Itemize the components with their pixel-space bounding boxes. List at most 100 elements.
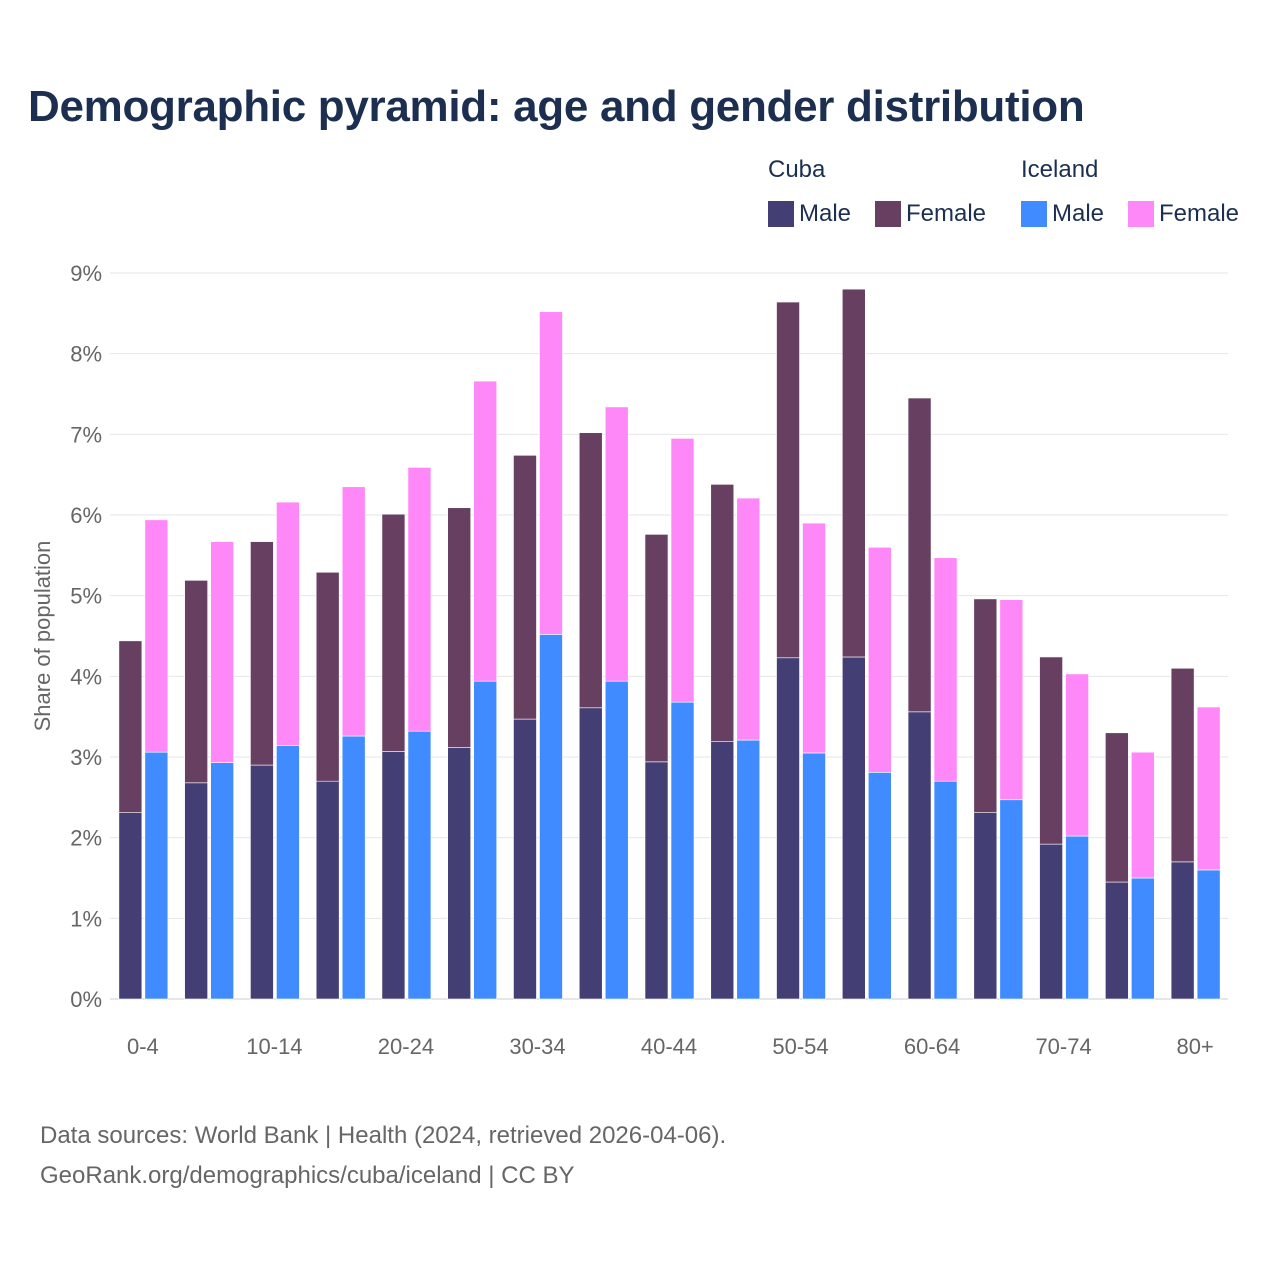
bar-cuba-male[interactable] — [447, 747, 472, 1000]
bar-iceland-female[interactable] — [802, 522, 826, 754]
source-line-1: Data sources: World Bank | Health (2024,… — [40, 1122, 727, 1149]
x-tick-label: 30-34 — [509, 1034, 565, 1059]
bar-iceland-female[interactable] — [736, 497, 761, 741]
bar-cuba-female[interactable] — [907, 397, 932, 713]
bar-cuba-male[interactable] — [1105, 881, 1129, 1000]
y-tick-label: 8% — [70, 342, 102, 367]
bar-iceland-female[interactable] — [867, 546, 892, 773]
bar-cuba-female[interactable] — [1039, 656, 1063, 845]
bar-iceland-female[interactable] — [341, 486, 366, 737]
bar-iceland-female[interactable] — [473, 380, 498, 682]
bar-iceland-female[interactable] — [999, 599, 1024, 801]
y-tick-label: 9% — [70, 261, 102, 286]
bar-iceland-male[interactable] — [1065, 835, 1089, 1000]
bar-iceland-male[interactable] — [1131, 877, 1155, 1000]
bar-iceland-male[interactable] — [144, 751, 169, 1000]
bar-cuba-male[interactable] — [578, 707, 603, 1000]
bar-cuba-female[interactable] — [776, 301, 800, 659]
bar-iceland-female[interactable] — [407, 467, 432, 732]
bar-iceland-female[interactable] — [1065, 673, 1089, 837]
bar-iceland-male[interactable] — [604, 680, 629, 1000]
bar-iceland-male[interactable] — [539, 634, 563, 1000]
x-tick-label: 40-44 — [641, 1034, 697, 1059]
bar-cuba-male[interactable] — [776, 657, 800, 1000]
bar-cuba-female[interactable] — [1105, 732, 1129, 883]
chart-title: Demographic pyramid: age and gender dist… — [28, 82, 1085, 131]
y-tick-label: 1% — [70, 906, 102, 931]
bar-iceland-male[interactable] — [210, 762, 234, 1000]
legend-label: Male — [799, 200, 852, 227]
bar-cuba-female[interactable] — [1170, 667, 1195, 863]
legend-iceland-male[interactable]: Male — [1021, 200, 1104, 228]
legend-swatch — [768, 201, 794, 227]
bar-cuba-female[interactable] — [841, 288, 866, 658]
bar-cuba-female[interactable] — [644, 534, 669, 763]
legend-swatch — [875, 201, 901, 227]
bar-iceland-male[interactable] — [276, 745, 300, 1000]
bar-iceland-female[interactable] — [933, 557, 958, 782]
source-line-2[interactable]: GeoRank.org/demographics/cuba/iceland | … — [40, 1162, 575, 1189]
bar-cuba-female[interactable] — [710, 484, 735, 742]
bar-cuba-male[interactable] — [250, 764, 274, 1000]
bar-cuba-female[interactable] — [184, 580, 208, 784]
bar-iceland-female[interactable] — [276, 501, 300, 747]
legend-swatch — [1021, 201, 1047, 227]
bar-iceland-male[interactable] — [736, 739, 761, 1000]
legend-group-iceland: Iceland — [1021, 156, 1099, 183]
bar-iceland-male[interactable] — [999, 799, 1024, 1000]
x-tick-label: 60-64 — [904, 1034, 960, 1059]
bar-cuba-male[interactable] — [907, 711, 932, 1000]
legend-label: Male — [1052, 200, 1105, 227]
bar-iceland-female[interactable] — [539, 311, 563, 635]
bar-iceland-male[interactable] — [802, 752, 826, 1000]
bar-cuba-female[interactable] — [118, 640, 143, 813]
y-tick-label: 6% — [70, 503, 102, 528]
bar-cuba-female[interactable] — [315, 571, 340, 782]
bar-cuba-male[interactable] — [710, 741, 735, 1000]
x-tick-label: 20-24 — [378, 1034, 434, 1059]
bar-iceland-male[interactable] — [341, 735, 366, 1000]
y-tick-label: 7% — [70, 422, 102, 447]
bar-cuba-female[interactable] — [973, 598, 998, 813]
x-tick-label: 10-14 — [246, 1034, 302, 1059]
bar-cuba-male[interactable] — [644, 761, 669, 1000]
plot-area: 0% 1% 2% 3% 4% 5% 6% 7% 8% 9% Share of population 0… — [30, 261, 1228, 1059]
bar-cuba-male[interactable] — [513, 718, 537, 1000]
legend-group-cuba: Cuba — [768, 156, 826, 183]
bar-cuba-male[interactable] — [841, 656, 866, 1000]
bar-iceland-female[interactable] — [670, 438, 695, 703]
legend-label: Female — [906, 200, 987, 227]
y-tick-label: 0% — [70, 987, 102, 1012]
bar-iceland-male[interactable] — [473, 680, 498, 1000]
bar-iceland-female[interactable] — [1131, 751, 1155, 879]
bar-cuba-female[interactable] — [578, 432, 603, 709]
y-tick-label: 4% — [70, 664, 102, 689]
bar-cuba-male[interactable] — [1170, 861, 1195, 1000]
bar-iceland-female[interactable] — [144, 519, 169, 753]
bar-iceland-female[interactable] — [1196, 706, 1221, 871]
source-note: Data sources: World Bank | Health (2024,… — [40, 1116, 726, 1196]
bar-iceland-female[interactable] — [210, 541, 234, 763]
legend-cuba-female[interactable]: Female — [875, 200, 986, 228]
bar-cuba-male[interactable] — [973, 812, 998, 1000]
bar-cuba-male[interactable] — [315, 780, 340, 1000]
x-tick-label: 50-54 — [772, 1034, 828, 1059]
bar-cuba-male[interactable] — [1039, 843, 1063, 1000]
x-tick-label: 70-74 — [1035, 1034, 1091, 1059]
bar-iceland-male[interactable] — [933, 780, 958, 1000]
bar-cuba-female[interactable] — [447, 507, 472, 748]
bar-iceland-male[interactable] — [1196, 869, 1221, 1000]
bar-cuba-female[interactable] — [513, 455, 537, 720]
y-tick-label: 5% — [70, 584, 102, 609]
bar-cuba-female[interactable] — [381, 513, 406, 752]
bar-iceland-male[interactable] — [407, 730, 432, 1000]
bar-cuba-female[interactable] — [250, 541, 274, 766]
bar-cuba-male[interactable] — [381, 751, 406, 1000]
bar-iceland-male[interactable] — [670, 701, 695, 1000]
bar-iceland-female[interactable] — [604, 406, 629, 682]
bar-cuba-male[interactable] — [184, 782, 208, 1000]
bar-iceland-male[interactable] — [867, 772, 892, 1000]
legend-iceland-female[interactable]: Female — [1128, 200, 1239, 228]
legend-cuba-male[interactable]: Male — [768, 200, 851, 228]
bar-cuba-male[interactable] — [118, 812, 143, 1000]
